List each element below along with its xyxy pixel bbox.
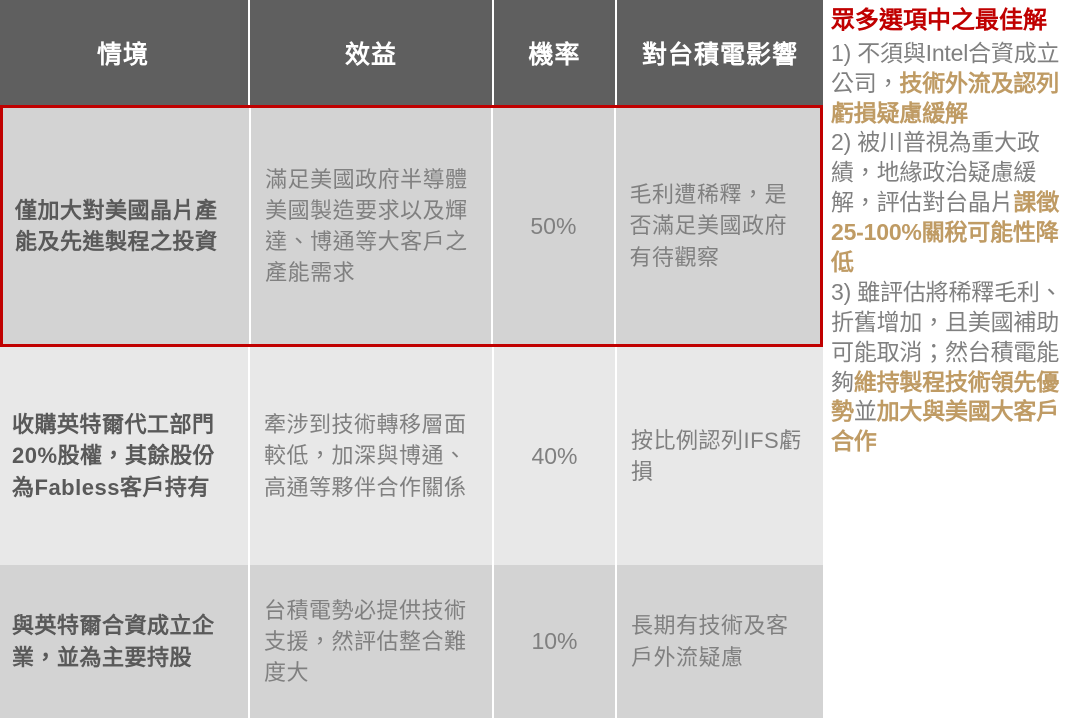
commentary-highlight: 加大與美國大客戶合作: [831, 398, 1060, 455]
cell-impact: 長期有技術及客戶外流疑慮: [617, 565, 823, 718]
column-header-benefit-label: 效益: [344, 40, 397, 69]
column-header-benefit: 效益: [250, 0, 494, 105]
cell-impact: 按比例認列IFS虧損: [617, 347, 823, 565]
commentary-text: 1) 不須與Intel合資成立公司，: [831, 39, 1060, 96]
table-row: 僅加大對美國晶片產能及先進製程之投資 滿足美國政府半導體美國製造要求以及輝達、博…: [0, 105, 823, 347]
commentary-title: 眾多選項中之最佳解: [831, 7, 1047, 34]
commentary-highlight: 維持製程技術領先優勢: [831, 368, 1060, 425]
cell-impact-text: 毛利遭稀釋，是否滿足美國政府有待觀察: [629, 182, 788, 270]
table-row: 與英特爾合資成立企業，並為主要持股 台積電勢必提供技術支援，然評估整合難度大 1…: [0, 565, 823, 718]
table-row: 收購英特爾代工部門20%股權，其餘股份為Fabless客戶持有 牽涉到技術轉移層…: [0, 347, 823, 565]
cell-probability-text: 10%: [531, 628, 578, 654]
cell-probability-text: 50%: [530, 212, 577, 239]
cell-impact: 毛利遭稀釋，是否滿足美國政府有待觀察: [616, 108, 821, 344]
cell-impact-text: 長期有技術及客戶外流疑慮: [631, 613, 789, 670]
commentary-text: 2) 被川普視為重大政績，地緣政治疑慮緩解，評估對台晶片: [831, 129, 1040, 216]
column-header-scenario-label: 情境: [96, 40, 149, 69]
cell-scenario-text: 與英特爾合資成立企業，並為主要持股: [12, 613, 215, 670]
commentary-highlight: 課徵25-100%關稅可能性降低: [831, 189, 1060, 275]
commentary-highlight: 技術外流及認列虧損疑慮緩解: [831, 69, 1060, 126]
cell-scenario: 收購英特爾代工部門20%股權，其餘股份為Fabless客戶持有: [0, 347, 250, 565]
table-header-row: 情境 效益 機率 對台積電影響: [0, 0, 823, 105]
cell-benefit: 台積電勢必提供技術支援，然評估整合難度大: [250, 565, 494, 718]
cell-scenario: 與英特爾合資成立企業，並為主要持股: [0, 565, 250, 718]
cell-benefit-text: 滿足美國政府半導體美國製造要求以及輝達、博通等大客戶之產能需求: [265, 166, 468, 286]
cell-probability: 40%: [494, 347, 617, 565]
cell-probability: 50%: [493, 108, 616, 344]
scenario-table: 情境 效益 機率 對台積電影響 僅加大對美國晶片產能及先進製程之投資 滿足美國政…: [0, 0, 823, 718]
column-header-scenario: 情境: [0, 0, 250, 105]
commentary-item: 3) 雖評估將稀釋毛利、折舊增加，且美國補助可能取消；然台積電能夠維持製程技術領…: [831, 278, 1069, 457]
commentary-text: 3) 雖評估將稀釋毛利、折舊增加，且美國補助可能取消；然台積電能夠: [831, 278, 1063, 395]
commentary-text: 並: [853, 398, 877, 425]
cell-scenario-text: 收購英特爾代工部門20%股權，其餘股份為Fabless客戶持有: [12, 412, 216, 500]
cell-probability-text: 40%: [531, 442, 578, 469]
column-header-impact-label: 對台積電影響: [641, 40, 798, 69]
cell-benefit-text: 台積電勢必提供技術支援，然評估整合難度大: [264, 597, 467, 686]
cell-benefit: 牽涉到技術轉移層面較低，加深與博通、高通等夥伴合作關係: [250, 347, 494, 565]
cell-benefit-text: 牽涉到技術轉移層面較低，加深與博通、高通等夥伴合作關係: [264, 412, 467, 500]
column-header-impact: 對台積電影響: [617, 0, 823, 105]
cell-benefit: 滿足美國政府半導體美國製造要求以及輝達、博通等大客戶之產能需求: [251, 108, 494, 344]
cell-impact-text: 按比例認列IFS虧損: [631, 427, 802, 484]
commentary-item: 2) 被川普視為重大政績，地緣政治疑慮緩解，評估對台晶片課徵25-100%關稅可…: [831, 128, 1069, 277]
commentary-item: 1) 不須與Intel合資成立公司，技術外流及認列虧損疑慮緩解: [831, 39, 1069, 129]
cell-probability: 10%: [494, 565, 617, 718]
commentary-panel: 眾多選項中之最佳解 1) 不須與Intel合資成立公司，技術外流及認列虧損疑慮緩…: [823, 0, 1077, 718]
commentary-items-list: 1) 不須與Intel合資成立公司，技術外流及認列虧損疑慮緩解 2) 被川普視為重…: [831, 39, 1069, 457]
cell-scenario: 僅加大對美國晶片產能及先進製程之投資: [3, 108, 252, 344]
cell-scenario-text: 僅加大對美國晶片產能及先進製程之投資: [15, 197, 218, 254]
column-header-probability-label: 機率: [528, 40, 581, 69]
column-header-probability: 機率: [494, 0, 617, 105]
